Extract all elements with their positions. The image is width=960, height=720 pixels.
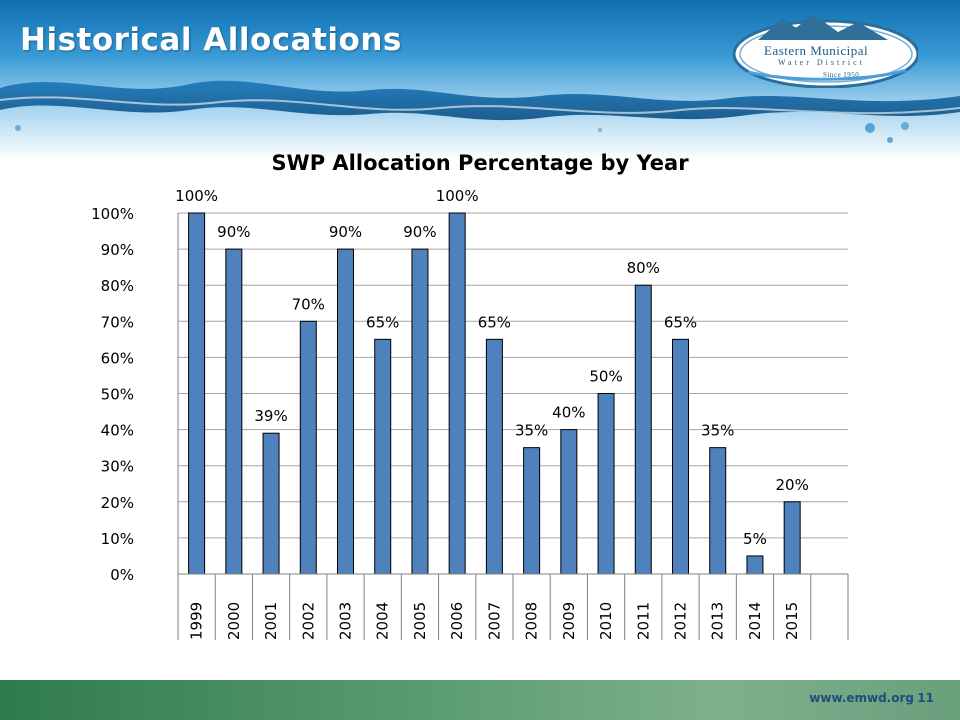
- x-tick-label-2008: 2008: [523, 602, 541, 640]
- data-label-2002: 70%: [292, 295, 325, 313]
- x-tick-label-2005: 2005: [411, 602, 429, 640]
- bar-2007: [485, 338, 503, 575]
- data-label-2010: 50%: [589, 368, 622, 386]
- data-label-2005: 90%: [403, 223, 436, 241]
- chart-title: SWP Allocation Percentage by Year: [271, 151, 689, 175]
- y-tick-label: 40%: [101, 422, 134, 440]
- data-label-2009: 40%: [552, 404, 585, 422]
- bar-2000: [225, 248, 243, 575]
- bar-2009: [560, 429, 578, 575]
- data-label-2001: 39%: [254, 407, 287, 425]
- y-tick-label: 0%: [110, 566, 134, 584]
- bar-2015: [783, 501, 801, 575]
- bar-2005: [411, 248, 429, 575]
- data-label-2014: 5%: [743, 530, 767, 548]
- slide-number: 11: [917, 691, 934, 705]
- y-tick-label: 90%: [101, 241, 134, 259]
- bar-2002: [299, 320, 317, 575]
- x-tick-label-2010: 2010: [597, 602, 615, 640]
- bar-2011: [634, 284, 652, 575]
- logo-line-2: Water District: [778, 58, 865, 67]
- bar-2001: [262, 432, 280, 575]
- x-tick-label-2004: 2004: [374, 602, 392, 640]
- bar-2014: [746, 555, 764, 575]
- footer-band: [0, 680, 960, 720]
- bar-2003: [337, 248, 354, 575]
- district-logo: Eastern Municipal Water District Since 1…: [728, 10, 920, 89]
- bar-2010: [597, 393, 615, 575]
- x-tick-label-2015: 2015: [783, 602, 801, 640]
- x-tick-label-2013: 2013: [709, 602, 727, 640]
- data-label-2003: 90%: [329, 223, 362, 241]
- x-tick-label-2007: 2007: [485, 602, 503, 640]
- y-tick-label: 30%: [101, 458, 134, 476]
- bar-2013: [709, 447, 727, 575]
- y-tick-label: 10%: [101, 530, 134, 548]
- y-tick-label: 50%: [101, 386, 134, 404]
- x-tick-label-2006: 2006: [448, 602, 466, 640]
- data-label-1999: 100%: [175, 187, 218, 205]
- bar-1999: [188, 212, 206, 575]
- x-tick-label-2009: 2009: [560, 602, 578, 640]
- x-tick-label-2002: 2002: [299, 602, 317, 640]
- logo-emblem: [732, 14, 920, 89]
- bar-2012: [672, 338, 689, 575]
- x-tick-label-2000: 2000: [225, 602, 243, 640]
- data-label-2007: 65%: [478, 313, 511, 331]
- data-label-2004: 65%: [366, 313, 399, 331]
- bar-2004: [374, 338, 392, 575]
- y-tick-label: 60%: [101, 349, 134, 367]
- data-label-2015: 20%: [775, 476, 808, 494]
- x-tick-label-2012: 2012: [672, 602, 690, 640]
- y-tick-label: 70%: [101, 313, 134, 331]
- y-tick-label: 80%: [101, 277, 134, 295]
- logo-line-1: Eastern Municipal: [764, 43, 869, 58]
- data-label-2011: 80%: [627, 259, 660, 277]
- x-tick-label-2001: 2001: [262, 602, 280, 640]
- data-label-2013: 35%: [701, 422, 734, 440]
- footer-url[interactable]: www.emwd.org: [809, 691, 914, 705]
- data-label-2006: 100%: [436, 187, 479, 205]
- x-tick-label-2014: 2014: [746, 602, 764, 640]
- x-tick-label-2011: 2011: [634, 602, 652, 640]
- data-label-2000: 90%: [217, 223, 250, 241]
- data-label-2008: 35%: [515, 422, 548, 440]
- y-tick-label: 100%: [91, 205, 134, 223]
- x-tick-label-2003: 2003: [337, 602, 355, 640]
- data-label-2012: 65%: [664, 313, 697, 331]
- y-tick-label: 20%: [101, 494, 134, 512]
- bar-2006: [448, 212, 466, 575]
- logo-line-3: Since 1950: [823, 71, 860, 79]
- x-tick-label-1999: 1999: [188, 602, 206, 640]
- bar-2008: [523, 447, 541, 575]
- slide-title: Historical Allocations: [20, 22, 402, 58]
